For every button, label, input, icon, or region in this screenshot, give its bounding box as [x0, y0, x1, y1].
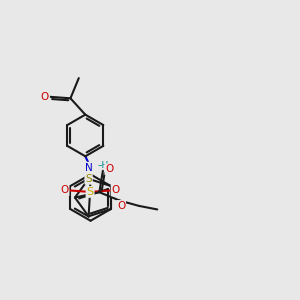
Text: S: S	[86, 187, 94, 197]
Text: O: O	[60, 185, 69, 196]
Text: S: S	[85, 174, 92, 184]
Text: –H: –H	[98, 161, 109, 170]
Text: O: O	[105, 164, 114, 174]
Text: N: N	[85, 163, 93, 172]
Text: O: O	[117, 201, 125, 211]
Text: O: O	[41, 92, 49, 102]
Text: O: O	[112, 185, 120, 196]
